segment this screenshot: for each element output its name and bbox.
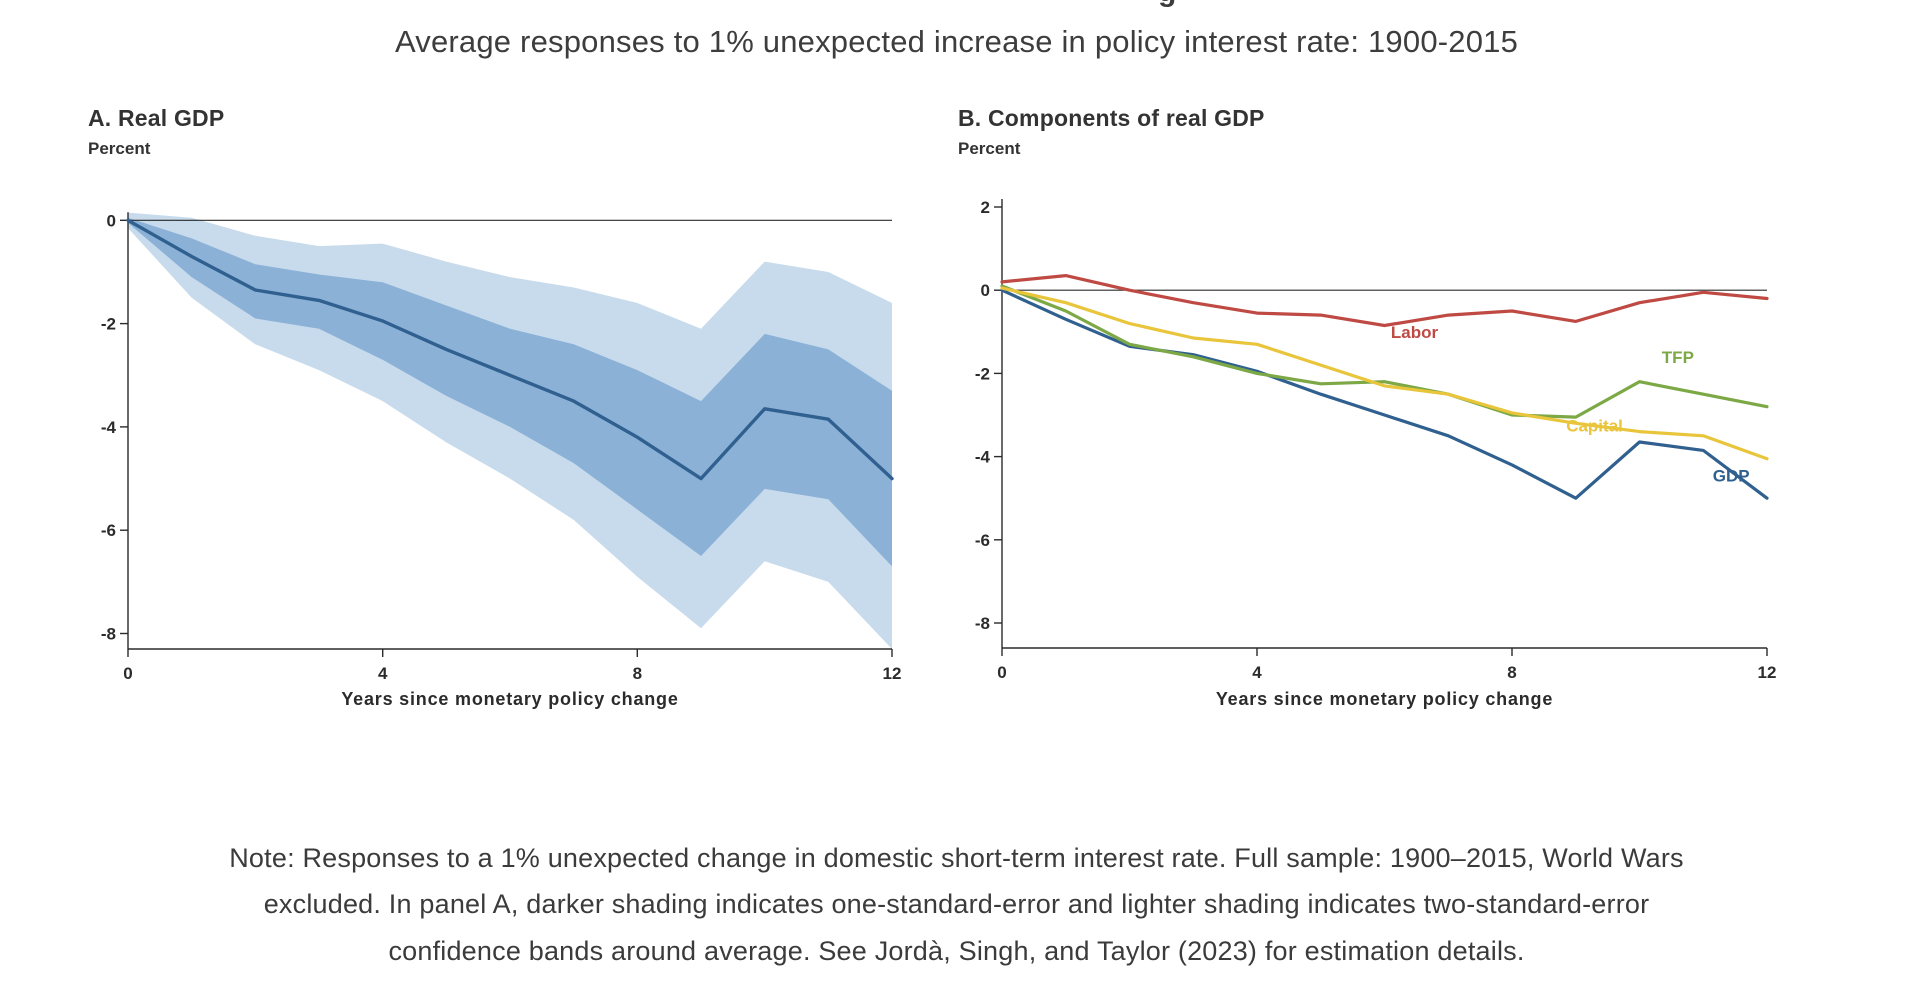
series-Capital <box>1000 286 1769 461</box>
x-tick-label: 0 <box>123 664 132 683</box>
panel-b-heading: B. Components of real GDP <box>958 105 1265 131</box>
y-tick-label: -4 <box>975 448 991 467</box>
x-tick-label: 12 <box>1758 663 1777 682</box>
cropped-heading-fragment: g <box>1158 0 1202 7</box>
y-tick-label: -8 <box>975 614 990 633</box>
figure-title: Average responses to 1% unexpected incre… <box>394 24 1519 59</box>
series-TFP <box>1000 284 1769 419</box>
x-tick-label: 0 <box>997 663 1006 682</box>
y-tick-label: 0 <box>107 211 116 230</box>
panel-a: A. Real GDP Percent 0 -2 -4 -6 -8 0 4 8 12 Years … <box>88 104 908 719</box>
y-tick-label: -4 <box>101 418 117 437</box>
series-label-Labor: Labor <box>1391 323 1439 342</box>
charts-row: A. Real GDP Percent 0 -2 -4 -6 -8 0 4 8 12 Years … <box>88 104 1913 719</box>
figure-note: Note: Responses to a 1% unexpected chang… <box>0 835 1913 974</box>
series-GDP <box>1000 288 1769 500</box>
series-label-TFP: TFP <box>1662 348 1694 367</box>
x-tick-label: 8 <box>633 664 642 683</box>
x-tick-label: 4 <box>1252 663 1262 682</box>
series-Labor <box>1000 274 1769 328</box>
x-axis-title: Years since monetary policy change <box>1216 689 1553 709</box>
y-tick-label: -8 <box>101 625 116 644</box>
panel-b: B. Components of real GDP Percent 2 0 -2 -4… <box>958 104 1788 719</box>
note-line-2: excluded. In panel A, darker shading ind… <box>263 889 1650 920</box>
series-label-GDP: GDP <box>1713 467 1750 486</box>
y-tick-label: -6 <box>101 521 116 540</box>
y-tick-label: -2 <box>101 315 116 334</box>
y-tick-label: 0 <box>981 281 990 300</box>
panel-b-y-axis-label: Percent <box>958 139 1021 158</box>
panel-a-chart: 0 -2 -4 -6 -8 0 4 8 12 Years since monetary polic… <box>101 211 902 709</box>
series-GDP <box>126 218 894 481</box>
x-axis-title: Years since monetary policy change <box>341 689 678 709</box>
panel-b-chart: 2 0 -2 -4 -6 -8 0 4 8 12 GDP TFP Capital Labor Years s… <box>975 198 1777 709</box>
note-line-1: Note: Responses to a 1% unexpected chang… <box>229 843 1684 873</box>
y-tick-label: -6 <box>975 531 990 550</box>
note-line-3: confidence bands around average. See Jor… <box>388 935 1525 966</box>
panel-a-y-axis-label: Percent <box>88 139 151 158</box>
y-tick-label: -2 <box>975 364 990 383</box>
panel-a-heading: A. Real GDP <box>88 105 225 131</box>
x-tick-label: 4 <box>378 664 388 683</box>
x-tick-label: 8 <box>1507 663 1516 682</box>
y-tick-label: 2 <box>981 198 990 217</box>
series-label-Capital: Capital <box>1566 417 1623 436</box>
x-tick-label: 12 <box>883 664 902 683</box>
